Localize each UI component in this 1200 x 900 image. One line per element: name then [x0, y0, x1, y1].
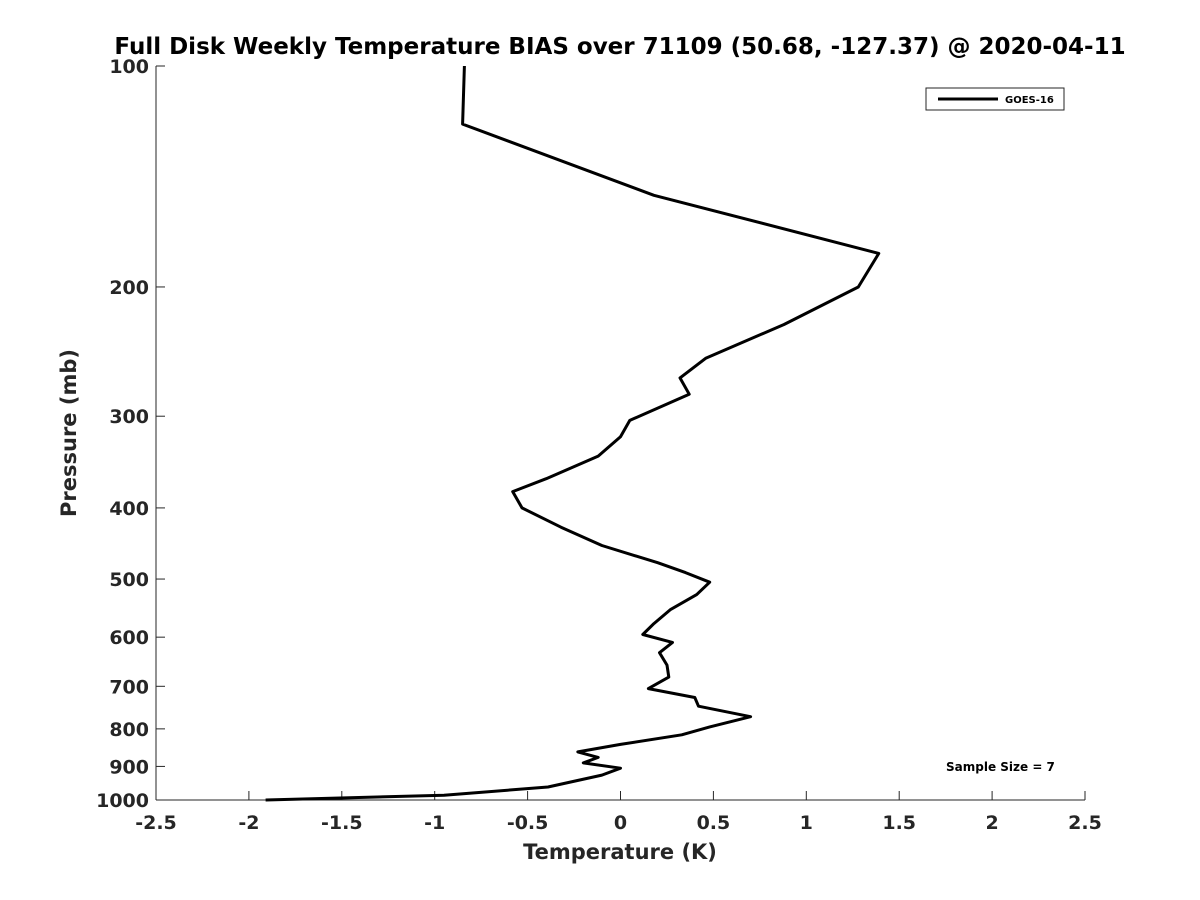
y-tick-label: 400	[109, 498, 149, 520]
series-layer	[265, 65, 881, 802]
y-tick-label: 900	[109, 756, 149, 778]
x-tick-label: 0.5	[697, 812, 731, 834]
y-tick-label: 100	[109, 56, 149, 78]
x-tick-label: -2.5	[135, 812, 177, 834]
y-tick-label: 800	[109, 719, 149, 741]
y-ticks: 100 200 300 400 500 600 700 800 900 1000	[96, 56, 165, 812]
x-ticks: -2.5 -2 -1.5 -1 -0.5 0 0.5 1 1.5 2 2.5	[135, 791, 1102, 834]
y-tick-label: 1000	[96, 790, 149, 812]
legend-entry-goes-16: GOES-16	[1005, 95, 1054, 106]
legend: GOES-16	[925, 87, 1065, 111]
y-tick-label: 300	[109, 406, 149, 428]
y-tick-label: 700	[109, 676, 149, 698]
x-tick-label: 1.5	[882, 812, 916, 834]
chart-title: Full Disk Weekly Temperature BIAS over 7…	[114, 34, 1125, 60]
series-line-goes-16	[265, 65, 881, 802]
x-tick-label: -1	[424, 812, 445, 834]
x-tick-label: 2.5	[1068, 812, 1102, 834]
x-tick-label: -1.5	[321, 812, 363, 834]
x-tick-label: -0.5	[507, 812, 549, 834]
y-axis-label: Pressure (mb)	[57, 349, 81, 517]
x-tick-label: 0	[614, 812, 627, 834]
sample-size-annotation: Sample Size = 7	[946, 760, 1055, 774]
x-tick-label: 1	[800, 812, 813, 834]
x-tick-label: 2	[985, 812, 998, 834]
y-tick-label: 500	[109, 569, 149, 591]
y-tick-label: 600	[109, 627, 149, 649]
x-axis-label: Temperature (K)	[523, 840, 717, 864]
x-tick-label: -2	[238, 812, 259, 834]
y-tick-label: 200	[109, 277, 149, 299]
